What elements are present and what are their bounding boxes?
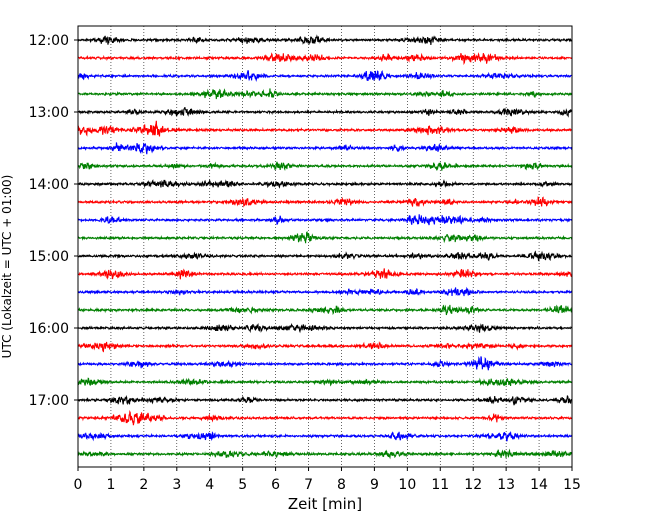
x-tick-label: 10: [398, 477, 416, 493]
seismogram-trace: [77, 355, 573, 371]
seismogram-trace: [77, 161, 573, 172]
y-tick-label: 16:00: [29, 321, 69, 337]
x-tick-label: 11: [431, 477, 449, 493]
seismogram-trace: [77, 395, 573, 406]
x-tick-label: 5: [238, 477, 247, 493]
x-tick-label: 15: [563, 477, 581, 493]
x-tick-label: 13: [497, 477, 515, 493]
seismogram-trace: [77, 88, 573, 100]
x-tick-label: 7: [304, 477, 313, 493]
x-tick-label: 4: [205, 477, 214, 493]
seismogram-trace: [77, 341, 573, 353]
tick-layer: 0 1 2 3 4 5 6 7 8 9 10 11 12 13 14 1512:0013:0014:0015:…: [29, 33, 581, 493]
y-axis-title: UTC (Lokalzeit = UTC + 01:00): [0, 175, 14, 359]
seismogram-trace: [77, 250, 573, 262]
x-tick-label: 2: [139, 477, 148, 493]
seismogram-trace: [77, 214, 573, 226]
x-tick-label: 3: [172, 477, 181, 493]
seismogram-trace: [77, 268, 573, 280]
y-tick-label: 15:00: [29, 249, 69, 265]
y-tick-label: 12:00: [29, 33, 69, 49]
seismogram-trace: [77, 70, 573, 82]
x-tick-label: 0: [74, 477, 83, 493]
seismogram-trace: [77, 106, 573, 118]
x-tick-label: 8: [337, 477, 346, 493]
seismogram-trace: [77, 377, 573, 387]
seismogram-trace: [77, 304, 573, 316]
plot-frame: [77, 25, 573, 468]
x-tick-label: 12: [464, 477, 482, 493]
seismogram-trace: [77, 431, 573, 442]
seismogram-trace: [77, 322, 573, 334]
y-tick-label: 17:00: [29, 393, 69, 409]
x-tick-label: 14: [530, 477, 548, 493]
seismogram-trace: [77, 231, 573, 244]
x-axis-title: Zeit [min]: [288, 495, 362, 513]
seismogram-trace: [77, 286, 573, 297]
x-tick-label: 9: [370, 477, 379, 493]
seismogram-trace: [77, 142, 573, 155]
trace-layer: [77, 34, 573, 460]
y-tick-label: 14:00: [29, 177, 69, 193]
seismogram-trace: [77, 179, 573, 189]
seismogram-trace: [77, 34, 573, 46]
y-tick-label: 13:00: [29, 105, 69, 121]
x-tick-label: 1: [106, 477, 115, 493]
seismogram-trace: [77, 409, 573, 426]
seismogram-trace: [77, 196, 573, 208]
seismogram-trace: [77, 120, 573, 137]
seismogram-trace: [77, 448, 573, 460]
x-tick-label: 6: [271, 477, 280, 493]
seismogram-trace: [77, 52, 573, 66]
